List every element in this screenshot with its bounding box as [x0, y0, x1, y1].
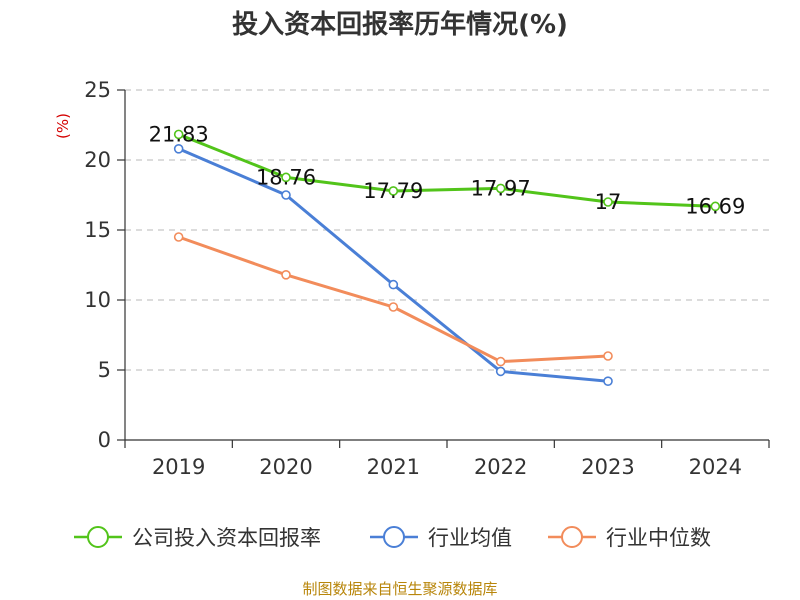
data-point: [281, 269, 291, 280]
y-tick-label: 20: [84, 148, 111, 172]
data-point: [495, 366, 506, 377]
data-label: 21.83: [149, 122, 209, 146]
data-label: 16.69: [685, 194, 745, 218]
y-tick-label: 5: [98, 358, 111, 382]
data-point: [388, 279, 399, 290]
data-point: [603, 376, 613, 387]
legend-marker: [383, 526, 405, 548]
legend-marker: [87, 526, 109, 548]
series-line: [178, 235, 609, 364]
legend-label: 公司投入资本回报率: [132, 526, 321, 550]
x-tick-label: 2020: [259, 455, 312, 479]
data-point: [173, 144, 184, 154]
data-point: [281, 172, 291, 183]
chart-title: 投入资本回报率历年情况(%): [232, 10, 568, 40]
y-tick-label: 25: [84, 78, 111, 102]
legend-label: 行业中位数: [606, 526, 711, 550]
legend-marker: [561, 526, 583, 548]
x-tick-label: 2022: [474, 455, 527, 479]
source-note: 制图数据来自恒生聚源数据库: [302, 580, 498, 598]
data-label: 17: [595, 190, 622, 214]
x-tick-label: 2021: [367, 455, 420, 479]
data-label: 18.76: [256, 165, 316, 189]
y-tick-label: 0: [98, 428, 111, 452]
data-point: [603, 351, 613, 361]
y-tick-label: 15: [84, 218, 111, 242]
grid-lines: [125, 89, 769, 371]
data-point: [603, 197, 613, 207]
y-axis-unit: (%): [54, 113, 72, 139]
data-point: [388, 302, 399, 312]
y-tick-label: 10: [84, 288, 111, 312]
x-tick-label: 2023: [581, 455, 634, 479]
x-tick-label: 2024: [689, 455, 742, 479]
series-lines: [173, 129, 721, 387]
data-point: [281, 190, 291, 200]
data-point: [388, 186, 399, 196]
data-labels: 21.83 18.76 17.79 17.97 17 16.69: [149, 122, 746, 218]
data-point: [710, 201, 721, 212]
data-point: [173, 129, 184, 140]
data-point: [495, 183, 506, 194]
legend: 公司投入资本回报率 行业均值 行业中位数: [74, 526, 711, 550]
data-point: [495, 356, 506, 367]
data-point: [173, 232, 184, 242]
axes: 0 5 10 15 20 25 2019 2020 2021 2022 2023 2024 (%): [54, 78, 770, 479]
series-line: [178, 132, 716, 208]
data-label: 17.79: [363, 179, 423, 203]
x-tick-label: 2019: [152, 455, 205, 479]
legend-label: 行业均值: [428, 526, 512, 550]
data-label: 17.97: [471, 176, 531, 200]
